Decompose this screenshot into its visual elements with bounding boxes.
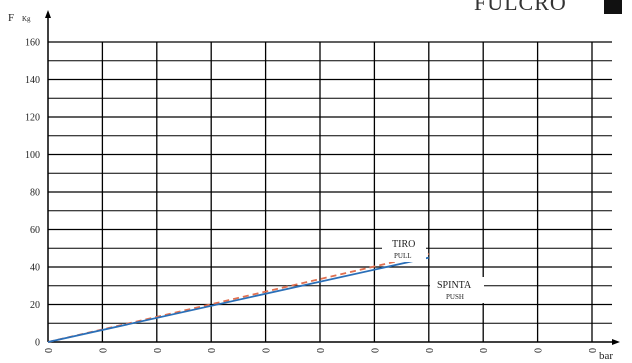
axes (45, 10, 620, 345)
x-tick-label: 0 (42, 348, 53, 353)
x-tick-label: 0 (260, 348, 271, 353)
x-tick-label: 0 (96, 348, 107, 353)
x-tick-label: 0 (477, 348, 488, 353)
y-tick-label: 0 (35, 338, 40, 349)
series-line-push (47, 256, 429, 343)
x-axis-arrow (612, 339, 620, 345)
push-label: SPINTA (437, 280, 472, 291)
push-label-en: PUSH (446, 293, 464, 301)
x-tick-label: 0 (205, 348, 216, 353)
brand-title: FULCRO (474, 0, 567, 15)
y-tick-label: 20 (30, 300, 40, 311)
vertical-grid (101, 42, 593, 342)
x-tick-label: 0 (586, 348, 597, 353)
y-tick-label: 40 (30, 263, 40, 274)
y-tick-label: 160 (25, 38, 40, 49)
pull-label-bg (382, 238, 426, 262)
x-tick-labels: 0 0 0 0 0 0 0 0 0 0 0 (42, 348, 597, 353)
push-label-bg (430, 277, 484, 303)
series-lines (47, 252, 430, 343)
horizontal-grid (48, 41, 612, 324)
pull-label-en: PULL (394, 252, 412, 260)
x-tick-label: 0 (368, 348, 379, 353)
x-axis-label: bar (599, 350, 613, 362)
x-tick-label: 0 (151, 348, 162, 353)
x-tick-label: 0 (314, 348, 325, 353)
y-tick-labels: 0 20 40 60 80 100 120 140 160 (25, 38, 40, 349)
x-tick-label: 0 (423, 348, 434, 353)
y-tick-label: 120 (25, 113, 40, 124)
y-tick-label: 100 (25, 150, 40, 161)
y-axis-label: F (8, 12, 14, 24)
brand-logo-block (604, 0, 622, 14)
x-tick-label: 0 (532, 348, 543, 353)
y-axis-unit: Kg (22, 15, 31, 23)
pull-label: TIRO (392, 239, 415, 250)
y-tick-label: 80 (30, 188, 40, 199)
y-axis-arrow (45, 10, 51, 18)
y-tick-label: 60 (30, 225, 40, 236)
y-tick-label: 140 (25, 75, 40, 86)
